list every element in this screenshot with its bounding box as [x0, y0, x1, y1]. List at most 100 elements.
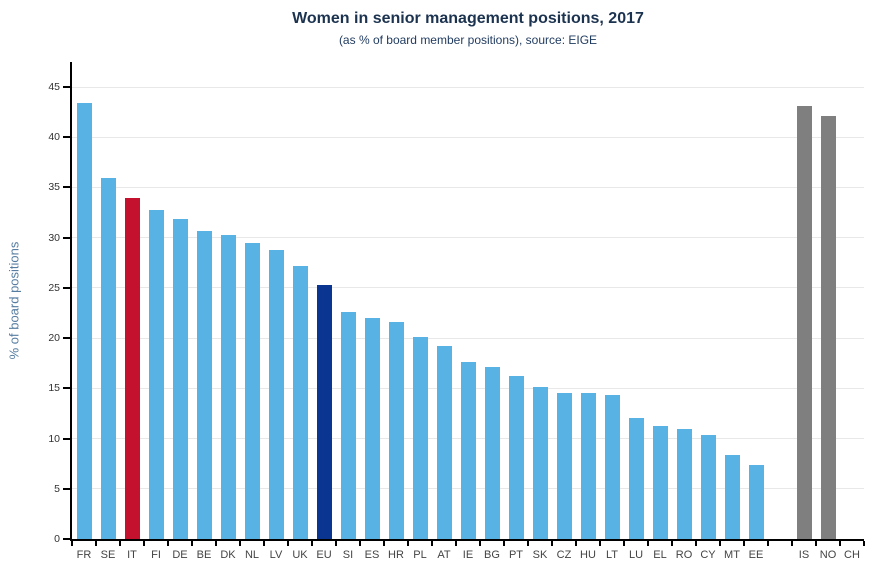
x-tick-label-LT: LT: [605, 549, 619, 561]
bar-SI: [340, 312, 356, 539]
y-tick-label-5: 5: [54, 482, 60, 495]
x-tick-label-ES: ES: [364, 549, 380, 561]
bar-CY: [700, 434, 716, 539]
y-tick-40: [63, 136, 70, 139]
x-tick-label-EE: EE: [748, 549, 764, 561]
bar-IT: [124, 197, 140, 539]
x-tick-label-IS: IS: [798, 549, 810, 561]
x-tick-label-EU: EU: [316, 549, 332, 561]
bar-SK: [532, 387, 548, 539]
bar-FR: [76, 103, 92, 539]
y-axis-label: % of board positions: [6, 241, 22, 360]
gridline-45: [72, 86, 864, 88]
x-tick-label-FR: FR: [76, 549, 92, 561]
x-boundary-tick-26: [695, 541, 697, 546]
x-tick-label-FI: FI: [151, 549, 161, 561]
x-tick-label-EL: EL: [653, 549, 667, 561]
x-boundary-tick-32: [839, 541, 841, 546]
y-tick-30: [63, 236, 70, 239]
bar-EU: [316, 284, 332, 539]
x-boundary-tick-4: [167, 541, 169, 546]
x-tick-label-LU: LU: [628, 549, 644, 561]
y-tick-label-30: 30: [48, 231, 60, 244]
y-tick-45: [63, 86, 70, 88]
bar-MT: [724, 454, 740, 539]
x-tick-label-RO: RO: [675, 549, 693, 561]
x-tick-label-CH: CH: [844, 549, 860, 561]
bar-PL: [412, 337, 428, 539]
y-tick-5: [63, 487, 70, 490]
x-tick-label-NO: NO: [819, 549, 837, 561]
y-tick-label-10: 10: [48, 432, 60, 445]
x-tick-label-PL: PL: [413, 549, 427, 561]
x-boundary-tick-1: [95, 541, 97, 546]
x-boundary-tick-29: [767, 541, 769, 546]
bar-HU: [580, 393, 596, 539]
x-boundary-tick-13: [383, 541, 385, 546]
x-boundary-tick-0: [71, 541, 73, 546]
x-boundary-tick-21: [575, 541, 577, 546]
gridline-20: [72, 337, 864, 339]
bar-BG: [484, 367, 500, 539]
gridline-40: [72, 136, 864, 138]
bar-DK: [220, 234, 236, 539]
x-boundary-tick-25: [671, 541, 673, 546]
x-boundary-tick-12: [359, 541, 361, 546]
bar-FI: [148, 209, 164, 539]
gridline-35: [72, 186, 864, 188]
x-tick-label-NL: NL: [244, 549, 260, 561]
bar-ES: [364, 318, 380, 539]
bar-LU: [628, 418, 644, 539]
x-boundary-tick-17: [479, 541, 481, 546]
bar-RO: [676, 428, 692, 539]
x-tick-label-IE: IE: [462, 549, 474, 561]
y-tick-label-40: 40: [48, 131, 60, 144]
y-axis-line: [70, 62, 72, 541]
x-boundary-tick-2: [119, 541, 121, 546]
y-tick-35: [63, 186, 70, 189]
y-tick-label-20: 20: [48, 332, 60, 345]
x-tick-label-MT: MT: [724, 549, 740, 561]
x-tick-label-IT: IT: [127, 549, 137, 561]
x-boundary-tick-18: [503, 541, 505, 546]
x-tick-label-CY: CY: [700, 549, 716, 561]
x-boundary-tick-31: [815, 541, 817, 546]
x-boundary-tick-16: [455, 541, 457, 546]
y-tick-label-45: 45: [48, 81, 60, 93]
plot-area: 0 5 10 15 20 25 30 35 40 45 FR SE IT FI DE BE DK NL LV UK EU…: [48, 62, 865, 561]
x-boundary-tick-20: [551, 541, 553, 546]
chart-title: Women in senior management positions, 20…: [292, 10, 644, 27]
x-tick-label-CZ: CZ: [556, 549, 572, 561]
bar-IS: [796, 106, 812, 539]
x-boundary-tick-6: [215, 541, 217, 546]
x-axis-line: [70, 539, 864, 541]
y-tick-label-35: 35: [48, 181, 60, 194]
x-boundary-tick-10: [311, 541, 313, 546]
y-tick-15: [63, 387, 70, 390]
gridline-30: [72, 237, 864, 239]
bar-PT: [508, 376, 524, 539]
bar-DE: [172, 218, 188, 539]
bar-AT: [436, 346, 452, 539]
y-tick-label-25: 25: [48, 281, 60, 294]
x-boundary-tick-11: [335, 541, 337, 546]
x-boundary-tick-7: [239, 541, 241, 546]
y-tick-20: [63, 337, 70, 340]
y-tick-label-15: 15: [48, 382, 60, 395]
x-tick-label-SI: SI: [342, 549, 354, 561]
y-tick-label-0: 0: [54, 533, 60, 545]
x-boundary-tick-23: [623, 541, 625, 546]
chart-subtitle: (as % of board member positions), source…: [338, 33, 598, 47]
x-tick-label-BE: BE: [196, 549, 212, 561]
x-boundary-tick-22: [599, 541, 601, 546]
x-tick-label-LV: LV: [269, 549, 283, 561]
y-tick-0: [63, 538, 70, 540]
y-tick-10: [63, 437, 70, 440]
x-boundary-tick-14: [407, 541, 409, 546]
bar-LT: [604, 395, 620, 539]
bar-LV: [268, 249, 284, 539]
bar-SE: [100, 178, 116, 539]
bar-UK: [292, 265, 308, 539]
x-tick-label-SE: SE: [100, 549, 116, 561]
x-tick-label-HR: HR: [388, 549, 404, 561]
